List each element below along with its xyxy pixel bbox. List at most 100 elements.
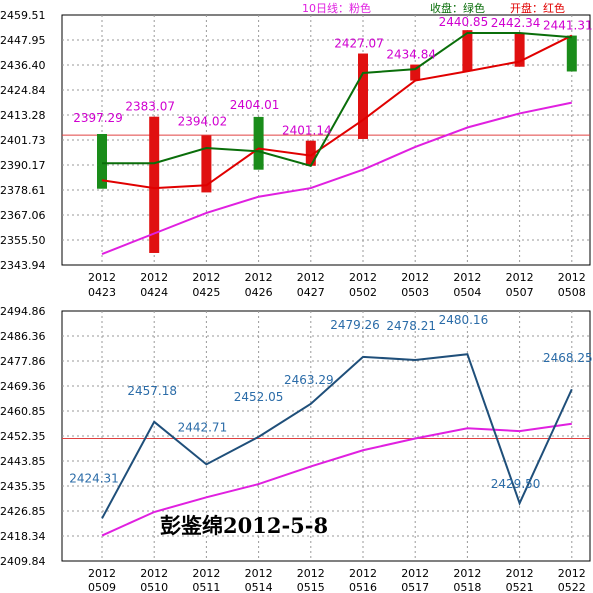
- x-tick-year: 2012: [297, 271, 325, 284]
- data-label: 2440.85: [439, 15, 489, 29]
- x-tick-year: 2012: [349, 271, 377, 284]
- data-label: 2480.16: [439, 313, 489, 327]
- y-tick-label: 2443.85: [0, 455, 46, 468]
- author-signature: 彭鉴绵2012-5-8: [160, 513, 328, 538]
- x-tick-year: 2012: [245, 271, 273, 284]
- y-tick-label: 2355.50: [0, 234, 46, 247]
- x-tick-year: 2012: [453, 567, 481, 580]
- x-tick-year: 2012: [88, 567, 116, 580]
- x-tick-year: 2012: [192, 271, 220, 284]
- data-label: 2452.05: [234, 390, 284, 404]
- x-tick-date: 0503: [401, 286, 429, 299]
- data-label: 2397.29: [73, 111, 123, 125]
- y-tick-label: 2401.73: [0, 134, 46, 147]
- y-tick-label: 2343.94: [0, 259, 46, 272]
- y-tick-label: 2378.61: [0, 184, 46, 197]
- data-label: 2429.50: [491, 477, 541, 491]
- x-tick-date: 0507: [506, 286, 534, 299]
- candle-body: [305, 140, 316, 166]
- x-tick-year: 2012: [297, 567, 325, 580]
- x-tick-year: 2012: [88, 271, 116, 284]
- data-label: 2434.84: [386, 48, 436, 62]
- candle-body: [462, 30, 473, 72]
- x-tick-date: 0508: [558, 286, 586, 299]
- x-tick-year: 2012: [401, 271, 429, 284]
- y-tick-label: 2469.36: [0, 380, 46, 393]
- y-tick-label: 2477.86: [0, 355, 46, 368]
- x-tick-year: 2012: [506, 271, 534, 284]
- x-tick-year: 2012: [245, 567, 273, 580]
- data-label: 2442.34: [491, 16, 541, 30]
- x-tick-year: 2012: [558, 567, 586, 580]
- x-tick-year: 2012: [558, 271, 586, 284]
- close-line: [102, 31, 572, 167]
- data-label: 2463.29: [284, 373, 334, 387]
- candle-body: [201, 135, 212, 193]
- x-tick-date: 0502: [349, 286, 377, 299]
- x-tick-year: 2012: [506, 567, 534, 580]
- y-tick-label: 2426.85: [0, 505, 46, 518]
- x-tick-date: 0509: [88, 581, 116, 593]
- y-tick-label: 2418.34: [0, 530, 46, 543]
- y-tick-label: 2436.40: [0, 59, 46, 72]
- x-tick-year: 2012: [453, 271, 481, 284]
- data-label: 2468.25: [543, 351, 593, 365]
- x-tick-date: 0510: [140, 581, 168, 593]
- y-tick-label: 2447.95: [0, 34, 46, 47]
- y-tick-label: 2460.85: [0, 405, 46, 418]
- open-line: [101, 34, 573, 190]
- y-tick-label: 2390.17: [0, 159, 46, 172]
- data-label: 2404.01: [230, 98, 280, 112]
- y-tick-label: 2424.84: [0, 84, 46, 97]
- y-tick-label: 2435.35: [0, 480, 46, 493]
- x-tick-date: 0516: [349, 581, 377, 593]
- data-label: 2401.14: [282, 124, 332, 138]
- x-tick-date: 0423: [88, 286, 116, 299]
- legend-open: 开盘：红色: [510, 1, 565, 15]
- x-tick-date: 0426: [245, 286, 273, 299]
- data-label: 2427.07: [334, 37, 384, 51]
- data-label: 2478.21: [386, 319, 436, 333]
- legend-close: 收盘：绿色: [430, 1, 485, 15]
- candle-body: [253, 116, 264, 170]
- data-label: 2441.31: [543, 19, 593, 33]
- y-tick-label: 2367.06: [0, 209, 46, 222]
- x-tick-year: 2012: [140, 271, 168, 284]
- y-tick-label: 2409.84: [0, 555, 46, 568]
- candle-body: [566, 35, 577, 72]
- x-tick-date: 0522: [558, 581, 586, 593]
- x-tick-date: 0514: [245, 581, 273, 593]
- y-tick-label: 2486.36: [0, 330, 46, 343]
- data-label: 2394.02: [178, 115, 228, 129]
- x-tick-year: 2012: [401, 567, 429, 580]
- data-label: 2442.71: [178, 420, 228, 434]
- ma10-line: [101, 101, 573, 255]
- candle-body: [358, 53, 368, 139]
- x-tick-year: 2012: [192, 567, 220, 580]
- x-tick-date: 0521: [506, 581, 534, 593]
- candle-body: [514, 32, 525, 67]
- candle-body: [149, 116, 160, 253]
- x-tick-date: 0511: [192, 581, 220, 593]
- upper-chart-panel: 2459.51 2447.95 2436.40 2424.84 2413.28 2401.…: [0, 9, 593, 299]
- candle-body: [410, 64, 421, 81]
- x-tick-date: 0425: [192, 286, 220, 299]
- lower-chart-panel: 2494.86 2486.36 2477.86 2469.36 2460.85 2452.…: [0, 305, 593, 593]
- legend-ma10: 10日线：粉色: [302, 1, 371, 15]
- y-tick-label: 2494.86: [0, 305, 46, 318]
- x-tick-date: 0515: [297, 581, 325, 593]
- x-tick-year: 2012: [349, 567, 377, 580]
- data-label: 2479.26: [330, 318, 380, 332]
- x-tick-date: 0504: [453, 286, 481, 299]
- close-line: [101, 353, 573, 519]
- y-tick-label: 2459.51: [0, 9, 46, 22]
- x-tick-date: 0517: [401, 581, 429, 593]
- x-tick-year: 2012: [140, 567, 168, 580]
- data-label: 2457.18: [127, 384, 177, 398]
- x-tick-date: 0424: [140, 286, 168, 299]
- y-tick-label: 2413.28: [0, 109, 46, 122]
- candle-body: [97, 133, 107, 189]
- x-tick-date: 0518: [453, 581, 481, 593]
- data-label: 2383.07: [125, 100, 175, 114]
